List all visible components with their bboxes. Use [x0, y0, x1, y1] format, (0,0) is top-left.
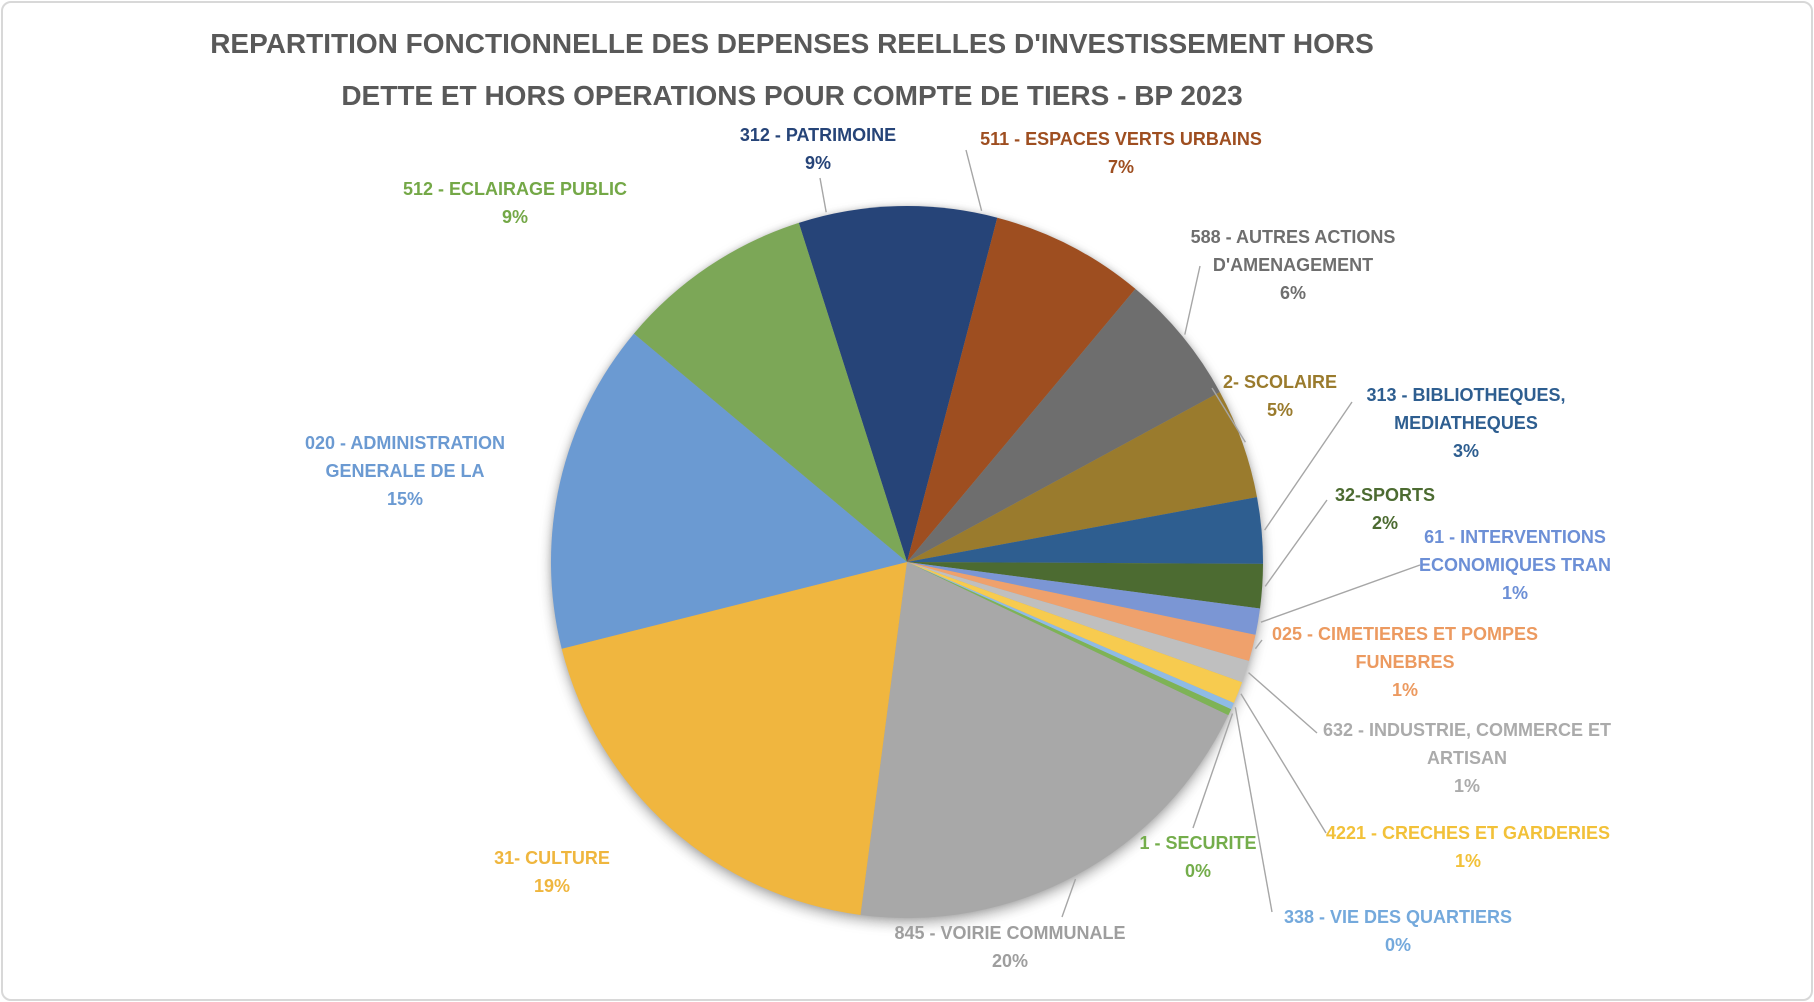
pie-slice-4221-creches-garderies[interactable] — [907, 562, 1243, 703]
pie-label-2-scolaire-line-2: 5% — [1266, 400, 1294, 420]
pie-label-020-administration-generale: 020 - ADMINISTRATION GENERALE DE LA 15% — [305, 429, 505, 513]
pie-label-32-sports-line-1: 32-SPORTS — [1334, 485, 1436, 505]
pie-label-025-cimetieres-pompes-funebres: 025 - CIMETIERES ET POMPES FUNEBRES 1% — [1272, 620, 1538, 704]
pie-slice-312-patrimoine[interactable] — [798, 206, 998, 562]
pie-label-025-cimetieres-pompes-funebres-line-2: FUNEBRES — [1355, 652, 1455, 672]
pie-label-4221-creches-garderies-line-2: 1% — [1454, 851, 1482, 871]
pie-label-4221-creches-garderies-line-1: 4221 - CRECHES ET GARDERIES — [1325, 823, 1611, 843]
leader-line-313-bibliotheques-mediatheques — [1264, 401, 1353, 531]
leader-line-338-vie-des-quartiers — [1234, 707, 1273, 913]
pie-label-588-autres-actions-damenagement-line-3: 6% — [1279, 283, 1307, 303]
leader-line-845-voirie-communale — [1061, 878, 1077, 918]
pie-label-1-securite: 1 - SECURITE 0% — [1139, 829, 1256, 885]
pie-label-588-autres-actions-damenagement-line-1: 588 - AUTRES ACTIONS — [1190, 227, 1396, 247]
pie-label-632-industrie-commerce-artisan-line-3: 1% — [1453, 776, 1481, 796]
leader-line-312-patrimoine — [819, 177, 827, 213]
pie-slice-588-autres-actions-damenagement[interactable] — [907, 288, 1220, 562]
pie-slice-632-industrie-commerce-artisan[interactable] — [907, 562, 1249, 683]
pie-label-512-eclairage-public: 512 - ECLAIRAGE PUBLIC 9% — [403, 175, 627, 231]
pie-label-512-eclairage-public-line-2: 9% — [501, 207, 529, 227]
leader-line-632-industrie-commerce-artisan — [1248, 672, 1318, 734]
pie-label-31-culture-line-1: 31- CULTURE — [494, 848, 610, 868]
pie-label-338-vie-des-quartiers: 338 - VIE DES QUARTIERS 0% — [1284, 903, 1512, 959]
pie-label-025-cimetieres-pompes-funebres-line-1: 025 - CIMETIERES ET POMPES — [1271, 624, 1539, 644]
pie-label-020-administration-generale-line-2: GENERALE DE LA — [325, 461, 485, 481]
pie-label-4221-creches-garderies: 4221 - CRECHES ET GARDERIES 1% — [1326, 819, 1610, 875]
pie-label-313-bibliotheques-mediatheques-line-2: MEDIATHEQUES — [1394, 413, 1538, 433]
pie-slice-338-vie-des-quartiers[interactable] — [907, 562, 1234, 710]
pie-label-512-eclairage-public-line-1: 512 - ECLAIRAGE PUBLIC — [402, 179, 628, 199]
chart-title: REPARTITION FONCTIONNELLE DES DEPENSES R… — [210, 18, 1374, 122]
pie-slice-61-interventions-economiques[interactable] — [907, 562, 1260, 635]
pie-label-632-industrie-commerce-artisan-line-1: 632 - INDUSTRIE, COMMERCE ET — [1322, 720, 1612, 740]
pie-label-020-administration-generale-line-3: 15% — [386, 489, 424, 509]
pie-label-588-autres-actions-damenagement: 588 - AUTRES ACTIONS D'AMENAGEMENT 6% — [1191, 223, 1396, 307]
pie-label-61-interventions-economiques-line-2: ECONOMIQUES TRAN — [1418, 555, 1612, 575]
pie-slice-025-cimetieres-pompes-funebres[interactable] — [907, 562, 1256, 661]
pie-label-632-industrie-commerce-artisan-line-2: ARTISAN — [1426, 748, 1507, 768]
pie-slice-845-voirie-communale[interactable] — [860, 562, 1229, 919]
pie-label-312-patrimoine: 312 - PATRIMOINE 9% — [740, 121, 896, 177]
chart-title-line-1: REPARTITION FONCTIONNELLE DES DEPENSES R… — [210, 28, 1374, 59]
pie-label-511-espaces-verts-urbains-line-2: 7% — [1107, 157, 1134, 177]
pie-slice-512-eclairage-public[interactable] — [633, 222, 907, 562]
pie-label-338-vie-des-quartiers-line-1: 338 - VIE DES QUARTIERS — [1283, 907, 1513, 927]
pie-label-313-bibliotheques-mediatheques-line-3: 3% — [1452, 441, 1480, 461]
pie-label-338-vie-des-quartiers-line-2: 0% — [1384, 935, 1411, 955]
pie-label-632-industrie-commerce-artisan: 632 - INDUSTRIE, COMMERCE ET ARTISAN 1% — [1323, 716, 1611, 800]
pie-label-1-securite-line-1: 1 - SECURITE — [1139, 833, 1257, 853]
pie-label-31-culture: 31- CULTURE 19% — [494, 844, 610, 900]
pie-slice-020-administration-generale[interactable] — [550, 333, 907, 649]
pie-slices-group — [550, 206, 1264, 919]
pie-label-511-espaces-verts-urbains: 511 - ESPACES VERTS URBAINS 7% — [980, 125, 1262, 181]
leader-line-61-interventions-economiques — [1260, 564, 1421, 623]
leader-line-511-espaces-verts-urbains — [965, 149, 983, 211]
chart-title-line-2: DETTE ET HORS OPERATIONS POUR COMPTE DE … — [341, 80, 1243, 111]
pie-label-1-securite-line-2: 0% — [1184, 861, 1211, 881]
leader-line-025-cimetieres-pompes-funebres — [1254, 639, 1263, 650]
pie-label-312-patrimoine-line-2: 9% — [804, 153, 832, 173]
pie-label-313-bibliotheques-mediatheques-line-1: 313 - BIBLIOTHEQUES, — [1366, 385, 1566, 405]
pie-label-511-espaces-verts-urbains-line-1: 511 - ESPACES VERTS URBAINS — [980, 129, 1262, 149]
pie-label-32-sports: 32-SPORTS 2% — [1335, 481, 1435, 537]
pie-label-2-scolaire: 2- SCOLAIRE 5% — [1223, 368, 1337, 424]
leader-lines-group — [819, 149, 1421, 918]
pie-label-312-patrimoine-line-1: 312 - PATRIMOINE — [739, 125, 897, 145]
leader-line-4221-creches-garderies — [1240, 693, 1327, 834]
pie-label-845-voirie-communale: 845 - VOIRIE COMMUNALE 20% — [894, 919, 1125, 975]
leader-line-32-sports — [1264, 499, 1328, 587]
leader-line-2-scolaire — [1211, 387, 1246, 443]
leader-line-588-autres-actions-damenagement — [1184, 265, 1201, 335]
pie-slice-1-securite[interactable] — [907, 562, 1232, 716]
pie-label-845-voirie-communale-line-1: 845 - VOIRIE COMMUNALE — [894, 923, 1126, 943]
pie-label-32-sports-line-2: 2% — [1371, 513, 1398, 533]
pie-label-845-voirie-communale-line-2: 20% — [991, 951, 1029, 971]
leader-line-1-securite — [1192, 713, 1234, 829]
pie-label-61-interventions-economiques-line-3: 1% — [1501, 583, 1529, 603]
pie-label-61-interventions-economiques: 61 - INTERVENTIONS ECONOMIQUES TRAN 1% — [1419, 523, 1611, 607]
pie-label-2-scolaire-line-1: 2- SCOLAIRE — [1222, 372, 1338, 392]
pie-label-31-culture-line-2: 19% — [533, 876, 571, 896]
pie-slice-31-culture[interactable] — [561, 562, 907, 915]
pie-label-020-administration-generale-line-1: 020 - ADMINISTRATION — [304, 433, 506, 453]
pie-label-313-bibliotheques-mediatheques: 313 - BIBLIOTHEQUES, MEDIATHEQUES 3% — [1366, 381, 1565, 465]
pie-slice-2-scolaire[interactable] — [907, 392, 1257, 562]
pie-slice-313-bibliotheques-mediatheques[interactable] — [907, 497, 1264, 564]
pie-label-025-cimetieres-pompes-funebres-line-3: 1% — [1391, 680, 1418, 700]
pie-slice-32-sports[interactable] — [907, 562, 1263, 609]
pie-label-61-interventions-economiques-line-1: 61 - INTERVENTIONS — [1424, 527, 1606, 547]
pie-label-588-autres-actions-damenagement-line-2: D'AMENAGEMENT — [1212, 255, 1374, 275]
pie-slice-511-espaces-verts-urbains[interactable] — [907, 217, 1136, 562]
